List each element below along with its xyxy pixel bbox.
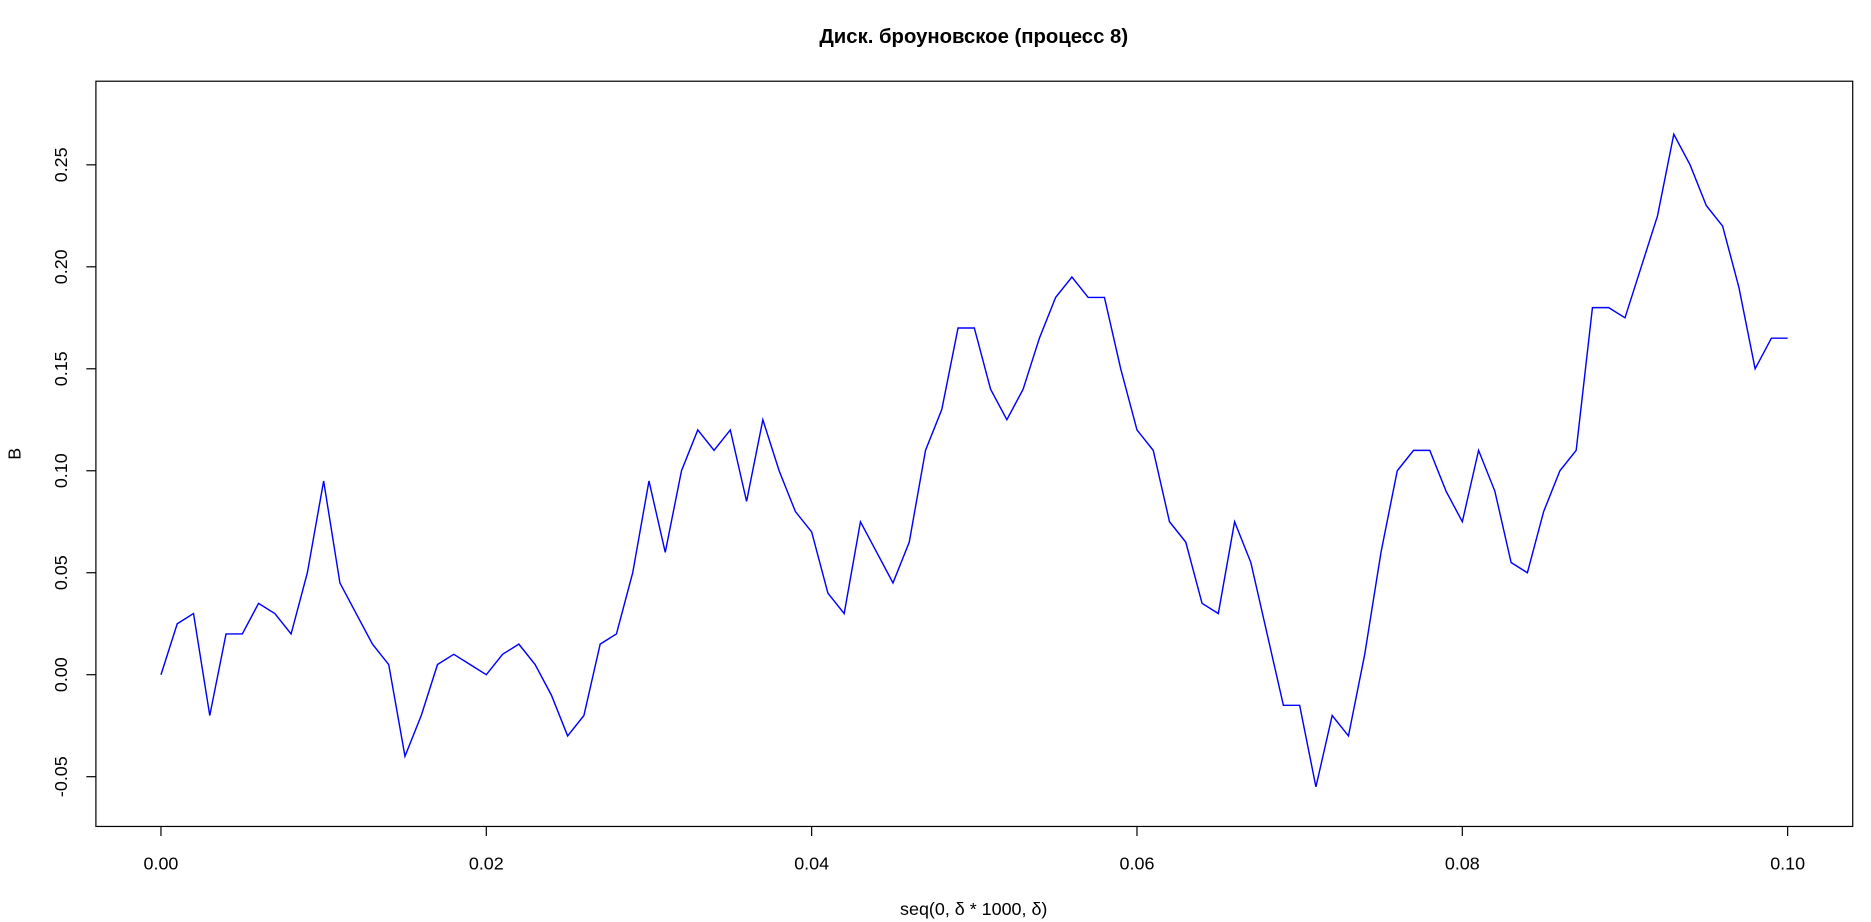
x-axis-label: seq(0, δ * 1000, δ) <box>900 899 1047 919</box>
y-tick-label: 0.25 <box>51 147 71 182</box>
y-tick-label: 0.10 <box>51 453 71 488</box>
y-tick-label: 0.05 <box>51 555 71 590</box>
chart-title: Диск. броуновское (процесс 8) <box>819 26 1128 48</box>
x-tick-label: 0.02 <box>469 853 504 873</box>
x-tick-label: 0.00 <box>144 853 179 873</box>
x-tick-label: 0.08 <box>1445 853 1480 873</box>
y-tick-label: 0.20 <box>51 249 71 284</box>
x-tick-label: 0.06 <box>1120 853 1155 873</box>
y-tick-label: -0.05 <box>51 756 71 797</box>
x-tick-label: 0.10 <box>1770 853 1805 873</box>
y-tick-label: 0.00 <box>51 657 71 692</box>
data-line <box>160 132 1788 788</box>
y-tick-label: 0.15 <box>51 351 71 386</box>
x-tick-label: 0.04 <box>794 853 829 873</box>
plot-frame <box>95 80 1854 828</box>
y-axis-label: B <box>5 448 25 460</box>
